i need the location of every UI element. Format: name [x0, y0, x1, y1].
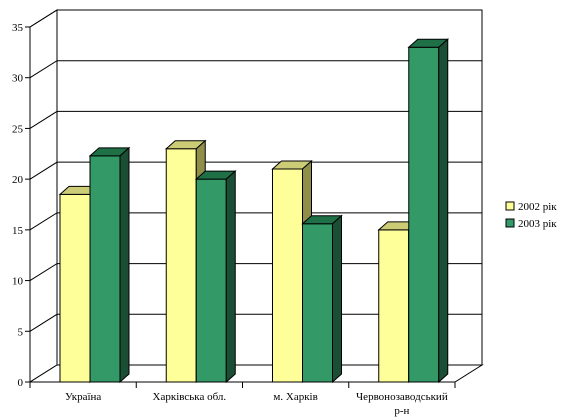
- category-label: Харківська обл.: [153, 391, 227, 403]
- bar-front: [378, 229, 410, 383]
- y-tick-label: 20: [12, 174, 24, 186]
- bar-front: [302, 223, 333, 383]
- bar-side: [438, 38, 449, 384]
- legend: 2002 рік 2003 рік: [500, 200, 580, 238]
- side-wall: [29, 9, 58, 383]
- y-axis: 0 5 10 15 20 25 30 35: [12, 22, 30, 389]
- legend-label: 2002 рік: [518, 201, 557, 213]
- bar-front: [408, 46, 440, 383]
- y-tick-label: 5: [18, 326, 24, 338]
- gridline: [29, 9, 482, 28]
- bar-front: [59, 193, 91, 383]
- chart-walls: [28, 9, 484, 383]
- y-tick-label: 25: [12, 123, 24, 135]
- gridline: [29, 110, 482, 129]
- y-tick-label: 15: [12, 225, 24, 237]
- gridline: [29, 60, 482, 79]
- bar-side: [332, 214, 342, 384]
- legend-swatch: [505, 201, 515, 211]
- bars: [58, 38, 450, 384]
- gridline: [29, 212, 482, 231]
- bar-side: [225, 170, 236, 384]
- category-label: Україна: [65, 391, 101, 403]
- bar-front: [195, 178, 227, 383]
- y-tick-label: 35: [12, 22, 24, 34]
- category-label: р-н: [394, 405, 409, 417]
- bar-front: [89, 155, 121, 383]
- x-axis: Україна Харківська обл. м. Харків Червоноза…: [29, 382, 456, 417]
- y-tick-label: 0: [18, 377, 24, 389]
- bar-front: [165, 148, 197, 383]
- legend-label: 2003 рік: [518, 218, 557, 230]
- bar-side: [119, 146, 130, 384]
- y-tick-label: 10: [12, 276, 24, 288]
- gridline: [29, 161, 482, 180]
- category-label: м. Харків: [273, 391, 317, 403]
- bar-front: [272, 168, 303, 383]
- y-tick-label: 30: [12, 73, 24, 85]
- legend-swatch: [505, 218, 515, 228]
- category-label: Червонозаводський: [356, 391, 448, 403]
